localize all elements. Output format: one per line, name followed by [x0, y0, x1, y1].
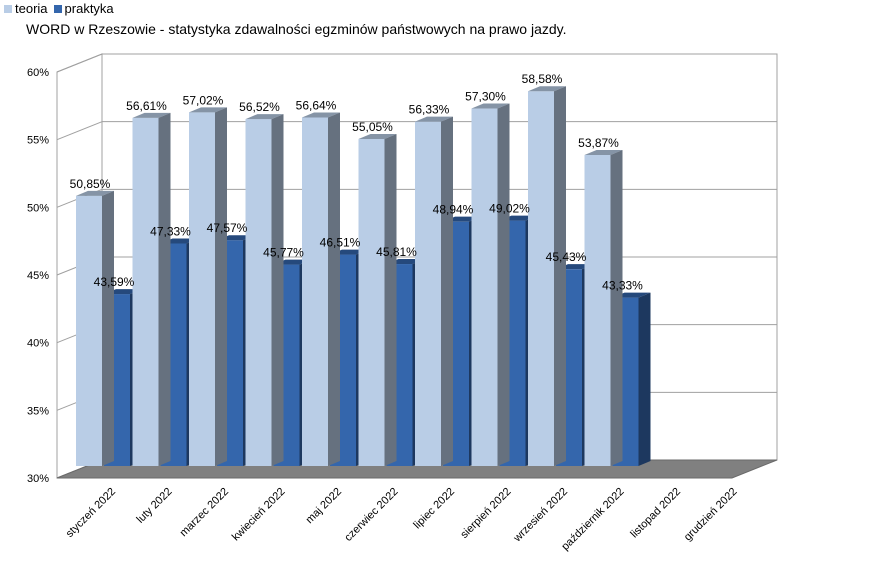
bar-teoria-side [497, 103, 510, 466]
x-tick-label: wrzesień 2022 [511, 486, 570, 545]
data-label-teoria: 55,05% [352, 120, 393, 134]
bar-teoria-front [471, 108, 498, 466]
bar-teoria-side [554, 86, 566, 466]
bar-teoria-front [132, 117, 159, 467]
data-label-praktyka: 45,81% [376, 245, 417, 259]
bar-teoria-top [245, 114, 284, 120]
data-label-teoria: 57,02% [183, 93, 224, 107]
data-label-praktyka: 47,57% [207, 221, 248, 235]
data-label-praktyka: 45,77% [263, 246, 304, 260]
data-label-teoria: 57,30% [465, 90, 506, 104]
y-tick-label: 55% [27, 135, 49, 147]
legend-label-praktyka: praktyka [64, 1, 114, 16]
legend-item-teoria: teoria [4, 1, 48, 16]
data-label-praktyka: 43,59% [94, 275, 135, 289]
bar-teoria-front [358, 138, 385, 467]
bar-praktyka-side [638, 292, 651, 466]
bar-teoria-front [302, 117, 328, 467]
x-tick-label: listopad 2022 [628, 486, 683, 541]
x-tick-label: kwiecień 2022 [230, 486, 288, 544]
y-tick-label: 30% [27, 473, 49, 485]
data-label-praktyka: 45,43% [546, 250, 587, 264]
bar-teoria-side [328, 112, 340, 467]
bar-teoria-side [610, 149, 623, 466]
chart-legend: teoria praktyka [4, 1, 114, 16]
bar-teoria-front [76, 195, 102, 466]
x-tick-label: lipiec 2022 [411, 486, 457, 532]
data-label-praktyka: 47,33% [150, 224, 191, 238]
bar-teoria-top [471, 103, 510, 109]
data-label-praktyka: 46,51% [320, 236, 361, 250]
legend-item-praktyka: praktyka [53, 1, 114, 16]
x-tick-label: październik 2022 [559, 486, 626, 553]
x-tick-label: maj 2022 [304, 486, 344, 526]
bar-teoria-top [302, 112, 340, 118]
y-tick-label: 60% [27, 67, 49, 79]
data-label-teoria: 58,58% [522, 72, 563, 86]
bar-teoria-side [271, 114, 284, 466]
gridline-side [56, 121, 103, 141]
data-label-teoria: 53,87% [578, 136, 619, 150]
data-label-teoria: 56,52% [239, 100, 280, 114]
x-tick-label: czerwiec 2022 [342, 486, 400, 544]
data-label-teoria: 56,33% [409, 103, 450, 117]
bar-teoria-top [528, 86, 566, 92]
legend-label-teoria: teoria [15, 1, 48, 16]
bar-teoria-side [215, 107, 227, 466]
bar-teoria-top [76, 190, 114, 196]
y-tick-label: 40% [27, 338, 49, 350]
legend-swatch-teoria [4, 4, 12, 13]
bar-teoria-front [189, 112, 215, 466]
data-label-teoria: 56,61% [126, 99, 167, 113]
y-tick-label: 50% [27, 202, 49, 214]
bar-teoria-top [132, 112, 171, 118]
y-tick-label: 35% [27, 405, 49, 417]
y-tick-label: 45% [27, 270, 49, 282]
data-label-teoria: 50,85% [70, 177, 111, 191]
bar-teoria-top [415, 116, 453, 122]
data-label-praktyka: 49,02% [489, 202, 530, 216]
data-label-praktyka: 43,33% [602, 279, 643, 293]
bar-teoria-top [358, 133, 397, 139]
data-label-praktyka: 48,94% [433, 203, 474, 217]
x-tick-label: marzec 2022 [178, 486, 231, 539]
gridline-side [56, 53, 103, 73]
bar-teoria-top [584, 149, 623, 155]
bar-teoria-side [441, 116, 453, 467]
bar-teoria-top [189, 107, 227, 113]
bar-teoria-front [528, 91, 554, 466]
x-tick-label: styczeń 2022 [64, 486, 118, 540]
bar-teoria-side [158, 112, 171, 467]
bar-teoria-side [102, 190, 114, 466]
bar-teoria-front [415, 121, 441, 467]
bar-teoria-front [584, 154, 611, 466]
x-tick-label: grudzień 2022 [682, 486, 740, 544]
data-label-teoria: 56,64% [296, 98, 337, 112]
bar-teoria-side [384, 133, 397, 467]
x-tick-label: luty 2022 [135, 486, 175, 526]
chart-title: WORD w Rzeszowie - statystyka zdawalnośc… [26, 21, 567, 37]
x-tick-label: sierpień 2022 [458, 486, 513, 541]
bar-teoria-front [245, 119, 272, 466]
legend-swatch-praktyka [53, 4, 62, 13]
